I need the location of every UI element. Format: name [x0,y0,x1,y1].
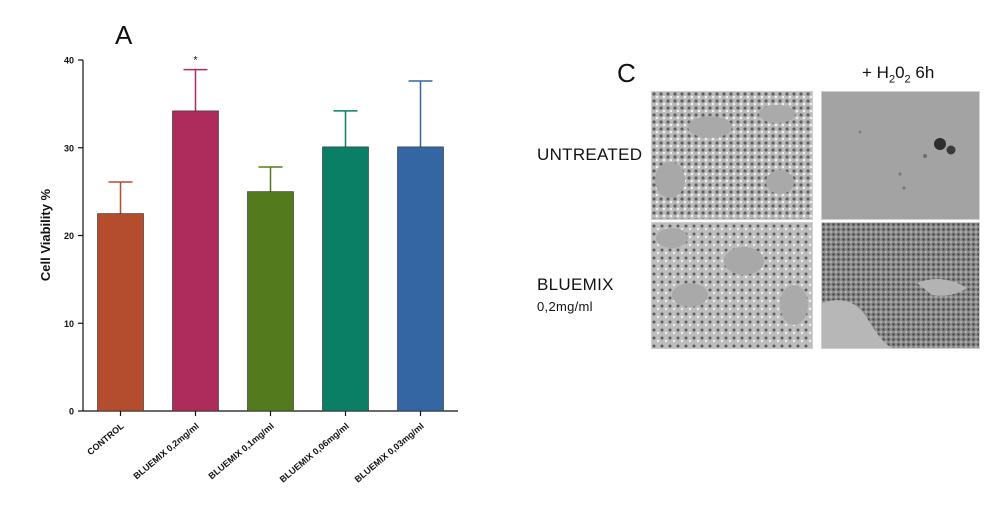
x-tick-label: BLUEMIX 0,1mg/ml [207,421,276,481]
significance-marker: * [193,55,198,67]
y-tick-label: 10 [64,319,74,329]
x-tick-label: BLUEMIX 0,06mg/ml [278,421,351,485]
micrograph-texture [652,92,812,219]
bars: * [97,55,444,412]
bar [172,110,219,412]
micrograph-bluemix-h2o2 [821,222,980,349]
y-tick-label: 0 [69,407,74,417]
row-sublabel-bluemix-dose: 0,2mg/ml [537,299,593,314]
bar [397,146,444,412]
x-tick-labels: CONTROL BLUEMIX 0,2mg/ml BLUEMIX 0,1mg/ml B… [85,411,426,484]
micrograph-texture [822,92,979,219]
y-tick-label: 30 [64,143,74,153]
y-tick-label: 20 [64,231,74,241]
panel-a-letter: A [115,20,133,50]
bar [322,146,369,412]
bar [247,191,294,412]
row-label-bluemix: BLUEMIX [537,275,614,294]
x-tick-label: BLUEMIX 0,03mg/ml [353,421,426,485]
bar [97,213,144,412]
panel-c-letter: C [617,58,636,88]
micrograph-texture [652,223,812,348]
micrograph-untreated-h2o2 [821,91,980,220]
y-axis: 0 10 20 30 40 [64,56,458,417]
row-label-untreated: UNTREATED [537,145,643,164]
x-tick-label: BLUEMIX 0,2mg/ml [132,421,201,481]
micrograph-bluemix-control [651,222,813,349]
y-tick-label: 40 [64,56,74,66]
micrograph-texture [822,223,979,348]
h2o2-column-header: + H202 6h [862,63,935,86]
micrograph-untreated-control [651,91,813,220]
x-tick-label: CONTROL [85,421,126,458]
y-axis-label: Cell Viability % [38,188,53,281]
